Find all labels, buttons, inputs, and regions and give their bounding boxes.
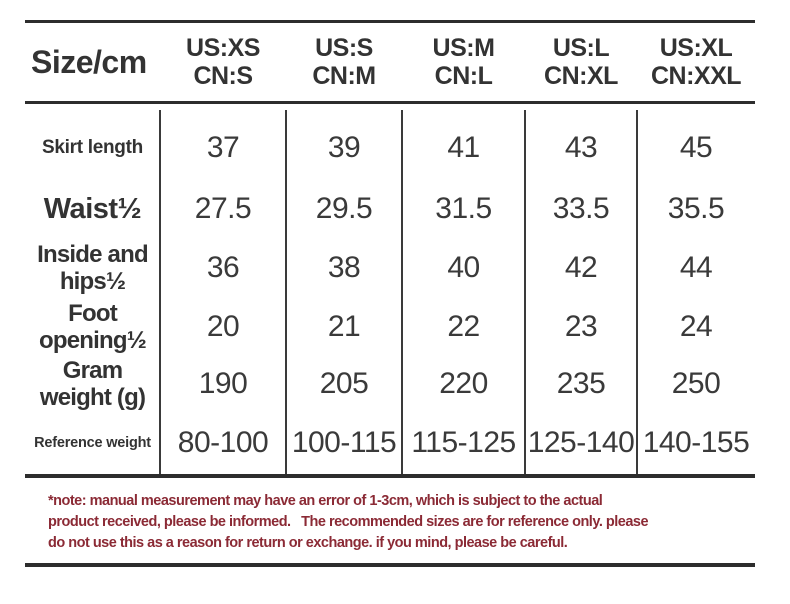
note-line: product received, please be informed. Th… bbox=[48, 514, 649, 530]
cell-value: 45 bbox=[679, 131, 713, 164]
header-divider bbox=[25, 101, 755, 104]
column-divider bbox=[285, 110, 287, 474]
column-header-s: US:S CN:M bbox=[286, 23, 402, 101]
size-chart: Size/cm US:XS CN:S US:S CN:M US:M CN:L U… bbox=[25, 20, 755, 567]
cell-value: 35.5 bbox=[667, 192, 725, 225]
us-size-label: US:M bbox=[432, 34, 495, 62]
cell-value: 125-140 bbox=[527, 426, 635, 459]
table-row-waist: Waist½ 27.5 29.5 31.5 33.5 35.5 bbox=[25, 180, 755, 238]
cell-value: 250 bbox=[671, 366, 721, 400]
row-label: Gram weight (g) bbox=[39, 356, 146, 411]
measurement-note: *note: manual measurement may have an er… bbox=[25, 491, 755, 554]
row-label: Foot opening½ bbox=[39, 299, 147, 354]
table-row-inside-hips: Inside and hips½ 36 38 40 42 44 bbox=[25, 238, 755, 298]
cell-value: 220 bbox=[439, 366, 488, 400]
us-size-label: US:XS bbox=[186, 34, 260, 62]
cn-size-label: CN:XXL bbox=[650, 62, 742, 90]
column-header-xl: US:XL CN:XXL bbox=[637, 23, 755, 101]
cell-value: 44 bbox=[679, 251, 713, 284]
row-label: Reference weight bbox=[34, 435, 151, 451]
cn-size-label: CN:S bbox=[193, 62, 253, 90]
us-size-label: US:XL bbox=[659, 34, 733, 62]
cell-value: 140-155 bbox=[642, 426, 750, 459]
cn-size-label: CN:M bbox=[312, 62, 376, 90]
column-header-xs: US:XS CN:S bbox=[160, 23, 286, 101]
column-divider bbox=[159, 110, 161, 474]
table-row-skirt-length: Skirt length 37 39 41 43 45 bbox=[25, 104, 755, 180]
table-body: Skirt length 37 39 41 43 45 Waist½ 27.5 … bbox=[25, 104, 755, 474]
cell-value: 205 bbox=[319, 366, 369, 400]
row-label: Inside and hips½ bbox=[37, 241, 149, 295]
cell-value: 21 bbox=[327, 309, 361, 343]
table-header-row: Size/cm US:XS CN:S US:S CN:M US:M CN:L U… bbox=[25, 23, 755, 101]
table-row-gram-weight: Gram weight (g) 190 205 220 235 250 bbox=[25, 355, 755, 412]
us-size-label: US:S bbox=[315, 34, 373, 62]
cell-value: 29.5 bbox=[315, 192, 373, 225]
cell-value: 27.5 bbox=[194, 192, 252, 225]
cn-size-label: CN:L bbox=[434, 62, 493, 90]
column-divider bbox=[524, 110, 526, 474]
cell-value: 41 bbox=[447, 131, 480, 164]
cell-value: 31.5 bbox=[435, 192, 492, 225]
cell-value: 37 bbox=[206, 131, 240, 164]
row-label: Skirt length bbox=[42, 137, 143, 158]
cell-value: 33.5 bbox=[552, 192, 610, 225]
cn-size-label: CN:XL bbox=[544, 62, 618, 90]
cell-value: 22 bbox=[447, 309, 480, 343]
table-bottom-border bbox=[25, 474, 755, 478]
cell-value: 23 bbox=[564, 309, 598, 343]
cell-value: 235 bbox=[556, 366, 606, 400]
note-line: do not use this as a reason for return o… bbox=[48, 535, 568, 551]
footer-border bbox=[25, 563, 755, 567]
cell-value: 24 bbox=[679, 309, 713, 343]
cell-value: 20 bbox=[206, 309, 240, 343]
column-header-m: US:M CN:L bbox=[402, 23, 525, 101]
cell-value: 39 bbox=[327, 131, 361, 164]
cell-value: 80-100 bbox=[177, 426, 269, 459]
column-divider bbox=[401, 110, 403, 474]
column-header-l: US:L CN:XL bbox=[525, 23, 637, 101]
column-divider bbox=[636, 110, 638, 474]
cell-value: 100-115 bbox=[291, 426, 397, 459]
table-row-foot-opening: Foot opening½ 20 21 22 23 24 bbox=[25, 298, 755, 355]
table-row-reference-weight: Reference weight 80-100 100-115 115-125 … bbox=[25, 412, 755, 474]
cell-value: 43 bbox=[564, 131, 598, 164]
table-top-border bbox=[25, 20, 755, 23]
cell-value: 40 bbox=[447, 251, 480, 284]
cell-value: 190 bbox=[198, 366, 248, 400]
cell-value: 115-125 bbox=[411, 426, 516, 459]
row-label: Waist½ bbox=[43, 192, 142, 225]
cell-value: 42 bbox=[564, 251, 598, 284]
us-size-label: US:L bbox=[552, 34, 610, 62]
cell-value: 36 bbox=[206, 251, 240, 284]
corner-label: Size/cm bbox=[31, 43, 147, 80]
cell-value: 38 bbox=[327, 251, 361, 284]
note-line: *note: manual measurement may have an er… bbox=[48, 493, 603, 509]
